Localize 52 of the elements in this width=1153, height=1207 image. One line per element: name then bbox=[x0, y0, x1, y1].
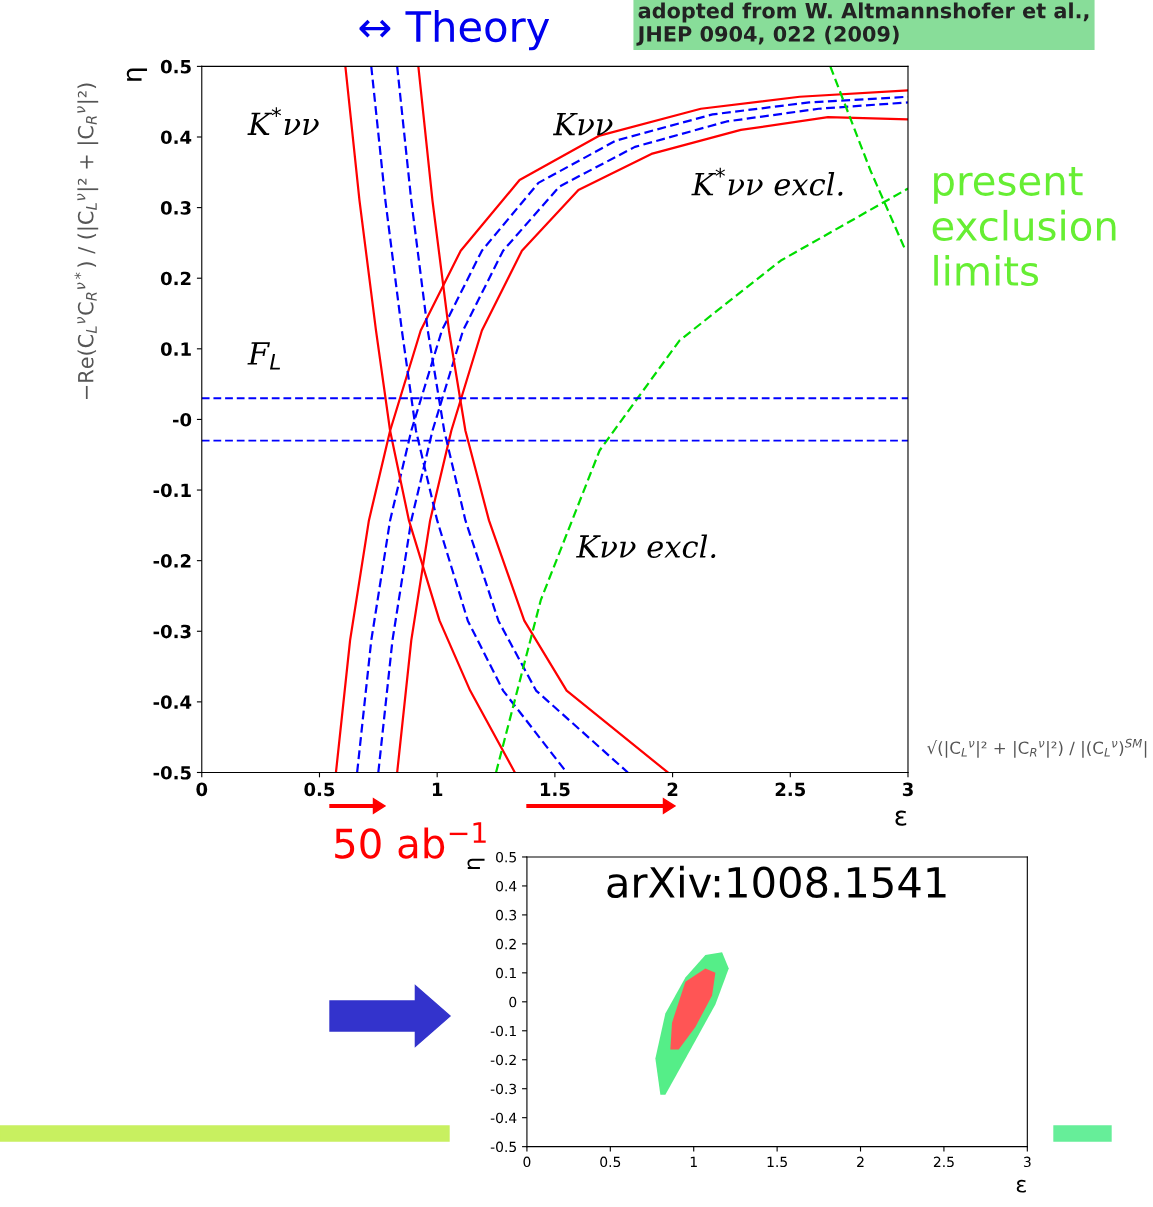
y-tick-label: -0.2 bbox=[153, 554, 191, 568]
text: ↔ Theory bbox=[359, 10, 550, 51]
text: present exclusion limits bbox=[932, 167, 1116, 287]
y-axis-title: η bbox=[467, 858, 485, 870]
x-axis-title: ε bbox=[895, 810, 907, 826]
y-tick-label: -0.5 bbox=[153, 765, 191, 780]
annotation: Kνν excl. bbox=[576, 534, 716, 559]
y-tick-label: -0.1 bbox=[153, 483, 191, 498]
x-tick-label: 2 bbox=[857, 1156, 864, 1167]
x-tick-label: 3 bbox=[1023, 1156, 1031, 1168]
y-tick-label: -0.4 bbox=[490, 1112, 517, 1124]
y-tick-label: 0.1 bbox=[496, 967, 516, 979]
annotation: F$_{L}$ bbox=[247, 342, 281, 370]
x-tick-label: 2 bbox=[667, 782, 678, 796]
y-tick-label: 0.5 bbox=[496, 851, 516, 863]
y-tick-label: -0 bbox=[172, 412, 192, 427]
x-tick-label: 3 bbox=[902, 782, 913, 797]
y-tick-label: -0.4 bbox=[153, 695, 192, 709]
text: √(|C$_{L}$$^{ν}$|² + |C$_{R}$$^{ν}$|²) / |(C$_{L}$$^{ν}$)$^{SM}$| bbox=[927, 738, 1147, 758]
y-tick-label: 0.2 bbox=[496, 938, 516, 950]
x-tick-label: 1.5 bbox=[540, 782, 570, 797]
annotation: Kνν bbox=[552, 112, 613, 136]
y-tick-label: 0 bbox=[509, 996, 517, 1008]
y-tick-label: 0.3 bbox=[496, 909, 517, 921]
text: 50 ab$^{−1}$ bbox=[335, 822, 486, 859]
x-tick-label: 0 bbox=[196, 782, 208, 797]
annotation: K$^{*}$νν bbox=[247, 107, 319, 135]
text: adopted from W. Altmannshofer et al., JHEP 0904, 022 (2009) bbox=[636, 2, 1089, 46]
y-tick-label: 0.2 bbox=[160, 271, 191, 286]
y-tick-label: -0.1 bbox=[490, 1025, 516, 1037]
y-tick-label: 0.4 bbox=[496, 880, 517, 892]
x-tick-label: 0.5 bbox=[304, 782, 335, 797]
x-tick-label: 2.5 bbox=[775, 782, 806, 797]
x-tick-label: 1 bbox=[690, 1156, 697, 1167]
y-tick-label: 0.1 bbox=[160, 342, 191, 356]
x-tick-label: 1 bbox=[432, 782, 443, 796]
x-tick-label: 2.5 bbox=[933, 1156, 954, 1168]
y-tick-label: -0.5 bbox=[490, 1141, 516, 1153]
chart-title: arXiv:1008.1541 bbox=[607, 865, 946, 899]
x-tick-label: 1.5 bbox=[767, 1156, 787, 1168]
x-axis-title: ε bbox=[1016, 1179, 1026, 1193]
y-tick-label: 0.3 bbox=[160, 201, 191, 215]
annotation: K$^{*}$νν excl. bbox=[691, 167, 843, 196]
x-tick-label: 0.5 bbox=[600, 1156, 621, 1168]
y-tick-label: -0.3 bbox=[490, 1083, 517, 1095]
x-tick-label: 0 bbox=[523, 1156, 531, 1168]
y-tick-label: 0.4 bbox=[160, 130, 192, 145]
y-tick-label: 0.5 bbox=[160, 59, 191, 74]
y-tick-label: -0.3 bbox=[153, 624, 191, 639]
y-axis-title: η bbox=[126, 68, 148, 81]
text: −Re(C$_{L}$$^{ν}$C$_{R}$$^{ν*}$) / (|C$_{L}$$^{ν}$|² + |C$_{R}$$^{ν}$|²) bbox=[74, 83, 99, 399]
y-tick-label: -0.2 bbox=[490, 1054, 516, 1066]
